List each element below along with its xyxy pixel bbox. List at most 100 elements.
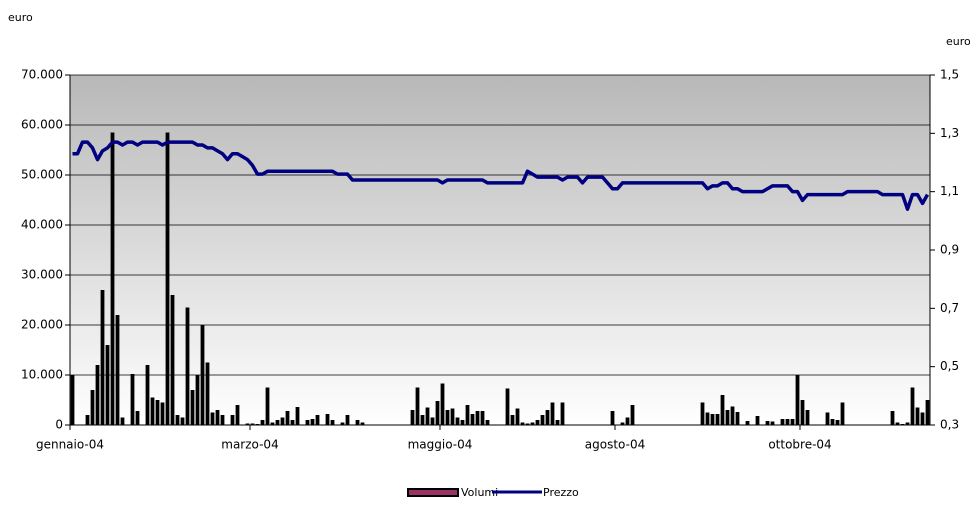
bar [220,415,225,425]
y-tick-label: 70.000 [21,68,63,82]
bar [435,401,440,425]
bar [270,422,275,425]
bar [165,132,170,425]
bar [895,422,900,425]
bar [215,410,220,425]
price-line [72,140,930,211]
y2-tick-label: 1,1 [940,184,959,198]
bar [825,412,830,425]
bar [135,411,140,425]
bar [840,402,845,425]
bar [470,414,475,425]
bar [725,410,730,425]
bar [460,420,465,425]
y2-axis-label: euro [946,35,970,48]
bar [145,365,150,425]
bar [315,415,320,425]
bar [510,415,515,425]
bar [900,424,905,425]
bar [785,419,790,425]
x-tick-label: ottobre-04 [768,438,831,452]
bar [360,422,365,425]
bar [540,415,545,425]
bar [630,405,635,425]
bar [345,415,350,425]
bar [245,423,250,425]
bar [325,414,330,425]
bar [745,421,750,425]
bar [455,417,460,425]
bar [205,362,210,425]
x-tick-label: maggio-04 [408,438,473,452]
y-axis-label: euro [8,11,33,24]
bar [155,400,160,425]
bar [755,416,760,425]
bar [235,405,240,425]
bar [280,417,285,425]
bar [85,415,90,425]
bar [185,307,190,425]
bar [150,397,155,425]
y2-tick-label: 1,3 [940,126,959,140]
bar [920,412,925,425]
bar [795,375,800,425]
bar [715,414,720,425]
legend-label: Prezzo [543,486,579,499]
bar [765,421,770,425]
bar [200,325,205,425]
y2-tick-label: 0,7 [940,301,959,315]
bar [620,422,625,425]
y-tick-label: 0 [55,418,63,432]
bar [110,132,115,425]
bar [255,424,260,425]
legend-swatch [407,488,459,497]
bar [105,345,110,425]
y2-tick-label: 0,5 [940,359,959,373]
bar [535,420,540,425]
bar [525,423,530,425]
bar [780,419,785,425]
bar [230,415,235,425]
bar [610,411,615,425]
bar [425,407,430,425]
bar [545,410,550,425]
bar [305,420,310,425]
x-tick-label: gennaio-04 [36,438,104,452]
x-tick-label: marzo-04 [221,438,278,452]
bar [410,410,415,425]
bar [735,412,740,425]
bar [415,387,420,425]
bar [465,405,470,425]
bar [355,420,360,425]
x-tick-label: agosto-04 [585,438,645,452]
bar [905,422,910,425]
bar [485,420,490,425]
bar [160,402,165,425]
bar [720,395,725,425]
bar [250,423,255,425]
bar [100,290,105,425]
bar [130,374,135,425]
bar [520,422,525,425]
legend: Volumi Prezzo [407,486,579,499]
bar [275,420,280,425]
bar [190,390,195,425]
bar [505,388,510,425]
bar [555,420,560,425]
y-tick-label: 50.000 [21,168,63,182]
bar [70,375,75,425]
y-tick-label: 40.000 [21,218,63,232]
plot-area [70,75,930,425]
bar [265,387,270,425]
bar [910,387,915,425]
bar [340,422,345,425]
bar [550,402,555,425]
y2-tick-label: 1,5 [940,68,959,82]
bar [175,415,180,425]
bar [310,419,315,425]
bar [170,295,175,425]
y-tick-label: 10.000 [21,368,63,382]
y-tick-label: 20.000 [21,318,63,332]
bar [445,410,450,425]
